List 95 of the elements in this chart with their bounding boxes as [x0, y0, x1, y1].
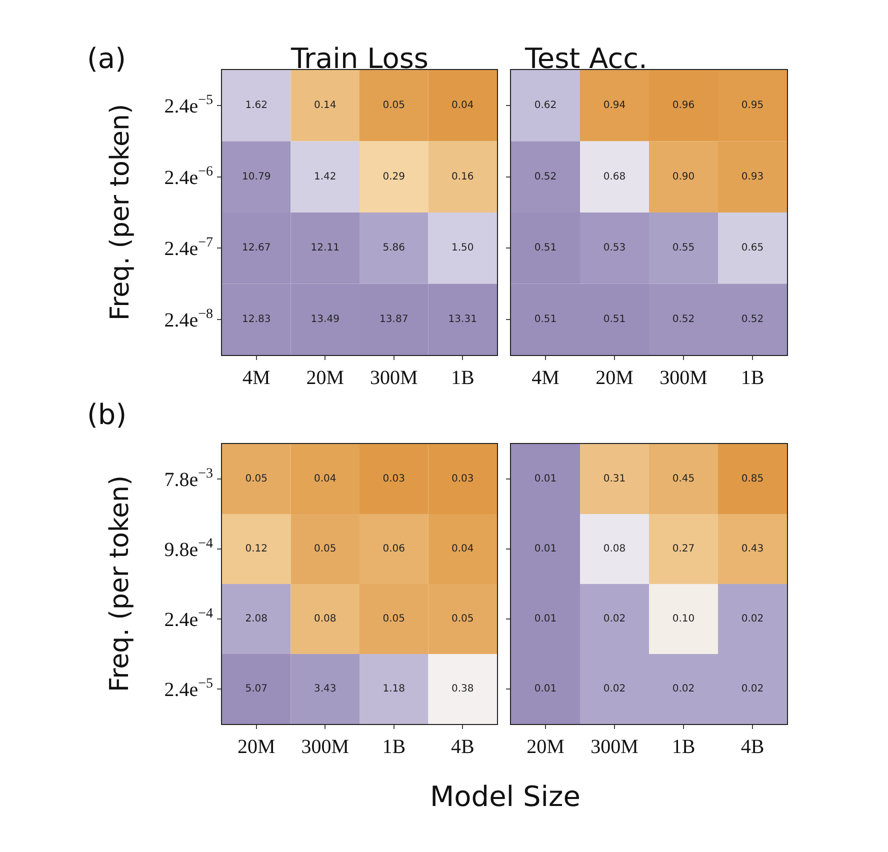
data-label: 0.95 [741, 100, 764, 112]
y-tick-label: 2.4e$^{−5}$ [164, 676, 213, 701]
data-label: 13.87 [380, 314, 408, 325]
y-axis-title: Freq. (per token) [106, 104, 136, 320]
data-label: 0.04 [451, 544, 474, 554]
data-label: 0.51 [603, 314, 626, 325]
data-label: 0.04 [451, 100, 474, 112]
data-label: 5.86 [382, 242, 406, 254]
data-label: 1.18 [382, 684, 406, 694]
data-label: 0.27 [672, 544, 695, 554]
data-label: 13.49 [310, 314, 340, 325]
data-label: 0.03 [451, 474, 474, 484]
data-label: 1.50 [451, 242, 474, 254]
data-label: 0.02 [672, 684, 695, 694]
x-tick-label: 20M [596, 367, 634, 389]
data-label: 10.79 [242, 171, 271, 182]
data-label: 0.10 [672, 614, 695, 624]
data-label: 12.83 [242, 314, 271, 325]
data-label: 0.05 [382, 100, 406, 112]
y-tick-label: 2.4e$^{−7}$ [164, 236, 213, 260]
data-label: 0.01 [534, 544, 557, 554]
data-label: 0.51 [534, 314, 557, 325]
x-tick-label: 4B [450, 736, 474, 758]
x-tick-label: 1B [450, 367, 474, 389]
data-label: 13.31 [448, 314, 477, 325]
data-label: 0.96 [672, 100, 695, 112]
data-label: 0.01 [534, 474, 557, 484]
x-tick-label: 1B [672, 736, 696, 758]
data-label: 0.55 [672, 242, 695, 254]
data-label: 0.52 [534, 171, 557, 182]
data-label: 0.31 [603, 474, 626, 484]
text: (b) [87, 398, 127, 431]
data-label: 0.02 [741, 684, 764, 694]
data-label: 0.06 [382, 544, 406, 554]
x-tick-label: 4M [242, 367, 270, 389]
data-label: 0.62 [534, 100, 557, 112]
data-label: 12.11 [310, 242, 340, 254]
data-label: 0.02 [603, 684, 626, 694]
data-label: 0.52 [741, 314, 764, 325]
data-label: 0.12 [245, 544, 268, 554]
x-tick-label: 300M [590, 736, 639, 758]
data-label: 0.02 [603, 614, 626, 624]
data-label: 0.90 [672, 171, 695, 182]
data-label: 0.01 [534, 614, 557, 624]
y-tick-label: 2.4e$^{−6}$ [164, 164, 213, 189]
data-label: 0.93 [741, 171, 764, 182]
data-label: 0.65 [741, 242, 764, 254]
y-tick-label: 2.4e$^{−5}$ [164, 93, 213, 118]
y-axis-title: Freq. (per token) [105, 475, 135, 692]
data-label: 0.02 [741, 614, 764, 624]
data-label: 0.03 [382, 474, 406, 484]
data-label: 5.07 [245, 684, 268, 694]
data-label: 0.38 [451, 684, 474, 694]
data-label: 0.94 [603, 100, 626, 112]
y-tick-label: 9.8e$^{−4}$ [164, 536, 213, 561]
x-tick-label: 20M [237, 736, 276, 758]
y-tick-label: 2.4e$^{−4}$ [164, 606, 213, 631]
chart-title: Train Loss [290, 42, 428, 75]
y-tick-label: 7.8e$^{−3}$ [164, 466, 213, 491]
data-label: 0.85 [741, 474, 764, 484]
data-label: 0.45 [672, 474, 695, 484]
x-tick-label: 4M [532, 367, 560, 389]
x-tick-label: 300M [301, 736, 350, 758]
data-label: 2.08 [245, 614, 268, 624]
data-label: 0.43 [741, 544, 764, 554]
x-tick-label: 20M [306, 367, 344, 389]
data-label: 0.05 [314, 544, 336, 554]
chart-title: Test Acc. [524, 42, 648, 75]
x-tick-label: 300M [660, 367, 708, 389]
data-label: 0.52 [672, 314, 695, 325]
data-label: 1.42 [314, 171, 336, 182]
x-axis-title: Model Size [430, 780, 580, 813]
data-label: 0.53 [603, 242, 626, 254]
data-label: 0.04 [314, 474, 336, 484]
data-label: 0.51 [534, 242, 557, 254]
y-tick-label: 2.4e$^{−8}$ [164, 306, 213, 332]
data-label: 0.08 [314, 614, 336, 624]
x-tick-label: 1B [740, 367, 764, 389]
data-label: 1.62 [245, 100, 268, 112]
data-label: 12.67 [242, 242, 271, 254]
data-label: 0.05 [382, 614, 406, 624]
data-label: 0.01 [534, 684, 557, 694]
data-label: 0.05 [451, 614, 474, 624]
data-label: 0.05 [245, 474, 268, 484]
x-tick-label: 1B [382, 736, 406, 758]
data-label: 3.43 [314, 684, 336, 694]
text: (a) [87, 42, 126, 75]
data-label: 0.68 [603, 171, 626, 182]
data-label: 0.29 [382, 171, 406, 182]
data-label: 0.16 [451, 171, 474, 182]
x-tick-label: 4B [740, 736, 764, 758]
x-tick-label: 20M [526, 736, 565, 758]
data-label: 0.14 [314, 100, 336, 112]
data-label: 0.08 [603, 544, 626, 554]
x-tick-label: 300M [370, 367, 418, 389]
